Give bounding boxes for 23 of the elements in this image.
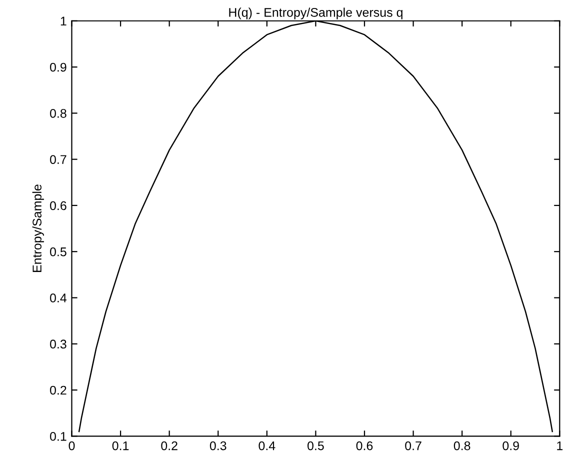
y-tick-label: 0.7 <box>50 155 66 164</box>
x-tick-label: 0.6 <box>356 441 373 450</box>
y-tick-label: 0.5 <box>50 247 66 256</box>
y-tick-label: 0.8 <box>50 108 66 118</box>
y-tick-label: 1 <box>60 16 66 26</box>
y-tick-label: 0.2 <box>50 386 66 395</box>
y-tick-label: 0.6 <box>50 201 66 210</box>
x-tick-label: 0.5 <box>308 441 324 450</box>
y-tick-label: 0.1 <box>50 432 66 441</box>
x-tick-label: 0.9 <box>502 441 519 450</box>
y-tick-label: 0.4 <box>50 294 67 302</box>
x-tick-label: 0.3 <box>210 441 226 450</box>
x-tick-label: 0.1 <box>112 441 129 450</box>
x-tick-label: 1 <box>557 441 563 450</box>
y-axis-title: Entropy/Sample <box>32 184 44 272</box>
x-tick-label: 0.2 <box>161 441 178 450</box>
x-tick-label: 0.4 <box>258 441 276 450</box>
x-tick-label: 0.8 <box>454 441 470 450</box>
x-tick-label: 0 <box>68 441 75 450</box>
x-tick-label: 0.7 <box>405 441 422 450</box>
chart-title: H(q) - Entropy/Sample versus q <box>229 8 402 20</box>
y-tick-label: 0.3 <box>50 340 66 349</box>
y-tick-label: 0.9 <box>50 62 66 72</box>
